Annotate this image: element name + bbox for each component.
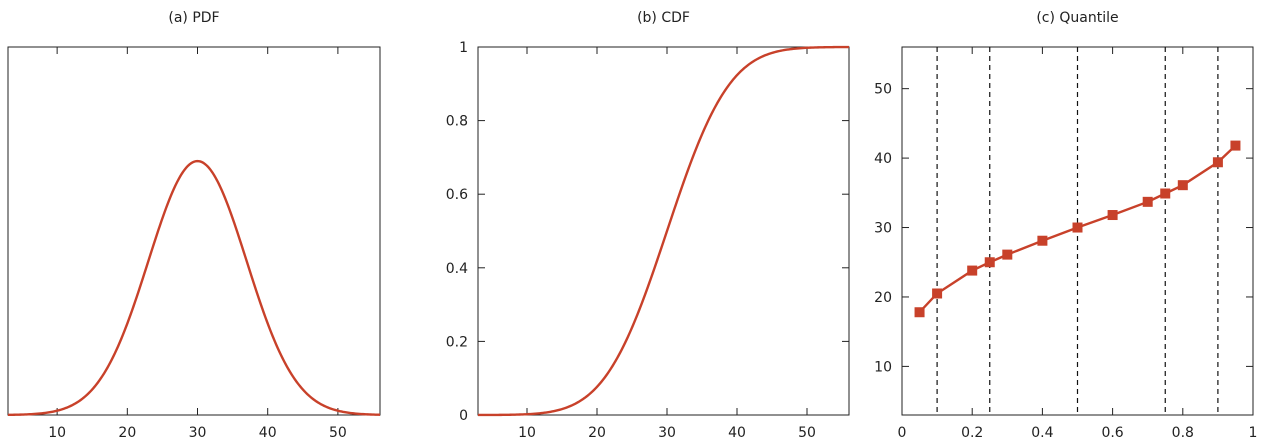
panel-pdf: (a) PDF 10 20 30 40 50 [7, 10, 381, 441]
series-line [478, 45, 849, 417]
data-point [1230, 140, 1241, 151]
x-tick-label: 30 [189, 425, 207, 441]
y-tick-label: 1 [459, 40, 468, 56]
x-tick-label: 0.6 [1101, 425, 1123, 441]
y-tick-label: 30 [874, 221, 892, 237]
x-tick-label: 0.2 [961, 425, 983, 441]
y-tick-label: 40 [874, 151, 892, 167]
x-tick-label: 20 [118, 425, 136, 441]
x-tick-label: 0.8 [1172, 425, 1194, 441]
y-tick-label: 0.2 [446, 334, 468, 350]
y-tick-label: 0.4 [446, 261, 468, 277]
data-point [1177, 180, 1188, 191]
x-tick-label: 0.4 [1031, 425, 1053, 441]
data-point [1002, 249, 1013, 260]
data-point [1107, 210, 1118, 221]
x-tick-label: 40 [259, 425, 277, 441]
chart-title: (b) CDF [637, 10, 690, 26]
data-point [1160, 188, 1171, 199]
x-tick-label: 30 [658, 425, 676, 441]
data-point [984, 257, 995, 268]
panel-cdf: (b) CDF 10 20 30 40 50 0 0.2 0.4 0.6 0.8 1 [446, 10, 850, 441]
y-tick-label: 20 [874, 290, 892, 306]
y-tick-label: 10 [874, 359, 892, 375]
plot-frame [7, 46, 381, 416]
data-point [1142, 196, 1153, 207]
x-tick-label: 0 [898, 425, 907, 441]
plot-frame [477, 46, 850, 416]
data-point [914, 307, 925, 318]
chart-title: (c) Quantile [1036, 10, 1118, 26]
x-tick-label: 20 [588, 425, 606, 441]
data-point [932, 288, 943, 299]
y-tick-label: 0 [459, 408, 468, 424]
x-tick-label: 40 [728, 425, 746, 441]
x-tick-label: 1 [1249, 425, 1258, 441]
x-tick-label: 50 [798, 425, 816, 441]
x-tick-label: 50 [329, 425, 347, 441]
x-tick-label: 10 [48, 425, 66, 441]
series-line [7, 159, 381, 417]
x-tick-label: 10 [518, 425, 536, 441]
data-point [967, 265, 978, 276]
y-tick-label: 0.6 [446, 187, 468, 203]
y-tick-label: 50 [874, 82, 892, 98]
chart-title: (a) PDF [168, 10, 219, 26]
data-point [1072, 222, 1083, 233]
data-point [1212, 157, 1223, 168]
data-point [1037, 235, 1048, 246]
y-tick-label: 0.8 [446, 114, 468, 130]
panel-quantile: (c) Quantile 0 0.2 0.4 0.6 0.8 1 10 20 30 40 50 [874, 10, 1257, 441]
